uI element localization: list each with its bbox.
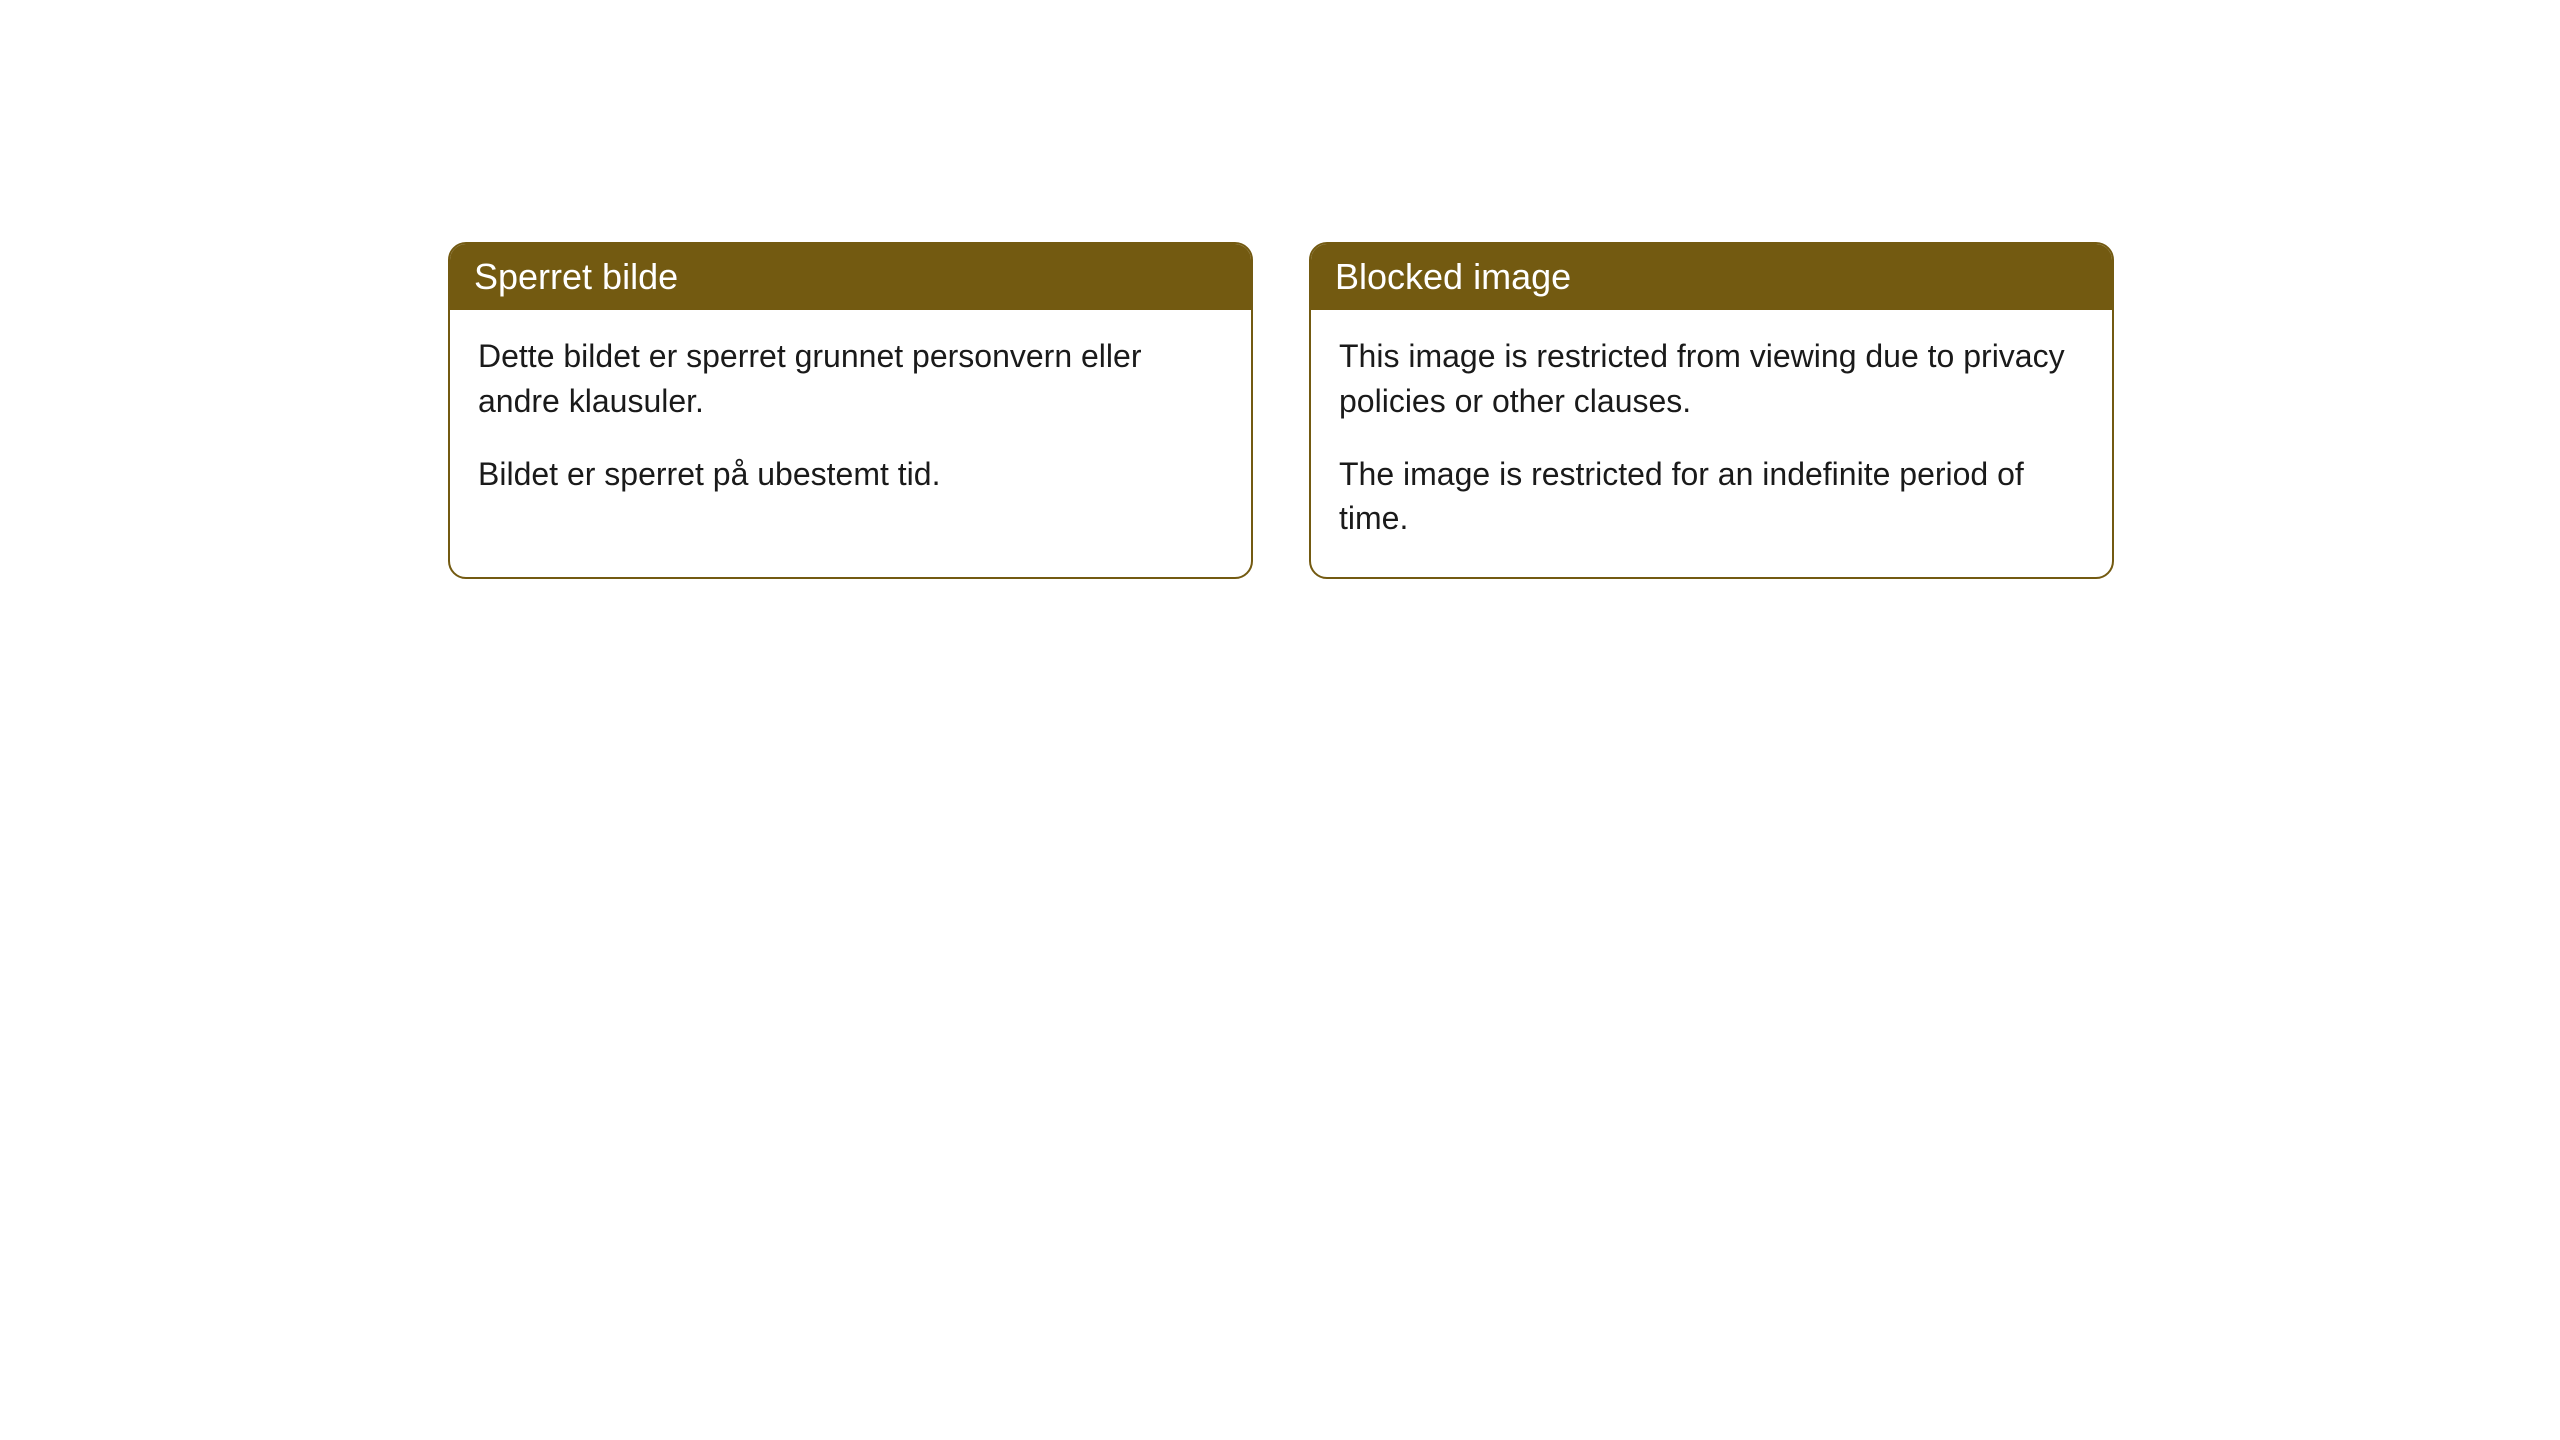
- card-header: Sperret bilde: [450, 244, 1251, 310]
- card-body: Dette bildet er sperret grunnet personve…: [450, 310, 1251, 532]
- card-paragraph: Dette bildet er sperret grunnet personve…: [478, 334, 1223, 424]
- card-paragraph: The image is restricted for an indefinit…: [1339, 452, 2084, 542]
- card-paragraph: Bildet er sperret på ubestemt tid.: [478, 452, 1223, 497]
- card-container: Sperret bilde Dette bildet er sperret gr…: [448, 242, 2114, 579]
- card-title: Blocked image: [1335, 256, 1571, 297]
- card-header: Blocked image: [1311, 244, 2112, 310]
- card-body: This image is restricted from viewing du…: [1311, 310, 2112, 577]
- card-title: Sperret bilde: [474, 256, 678, 297]
- blocked-image-card-english: Blocked image This image is restricted f…: [1309, 242, 2114, 579]
- blocked-image-card-norwegian: Sperret bilde Dette bildet er sperret gr…: [448, 242, 1253, 579]
- card-paragraph: This image is restricted from viewing du…: [1339, 334, 2084, 424]
